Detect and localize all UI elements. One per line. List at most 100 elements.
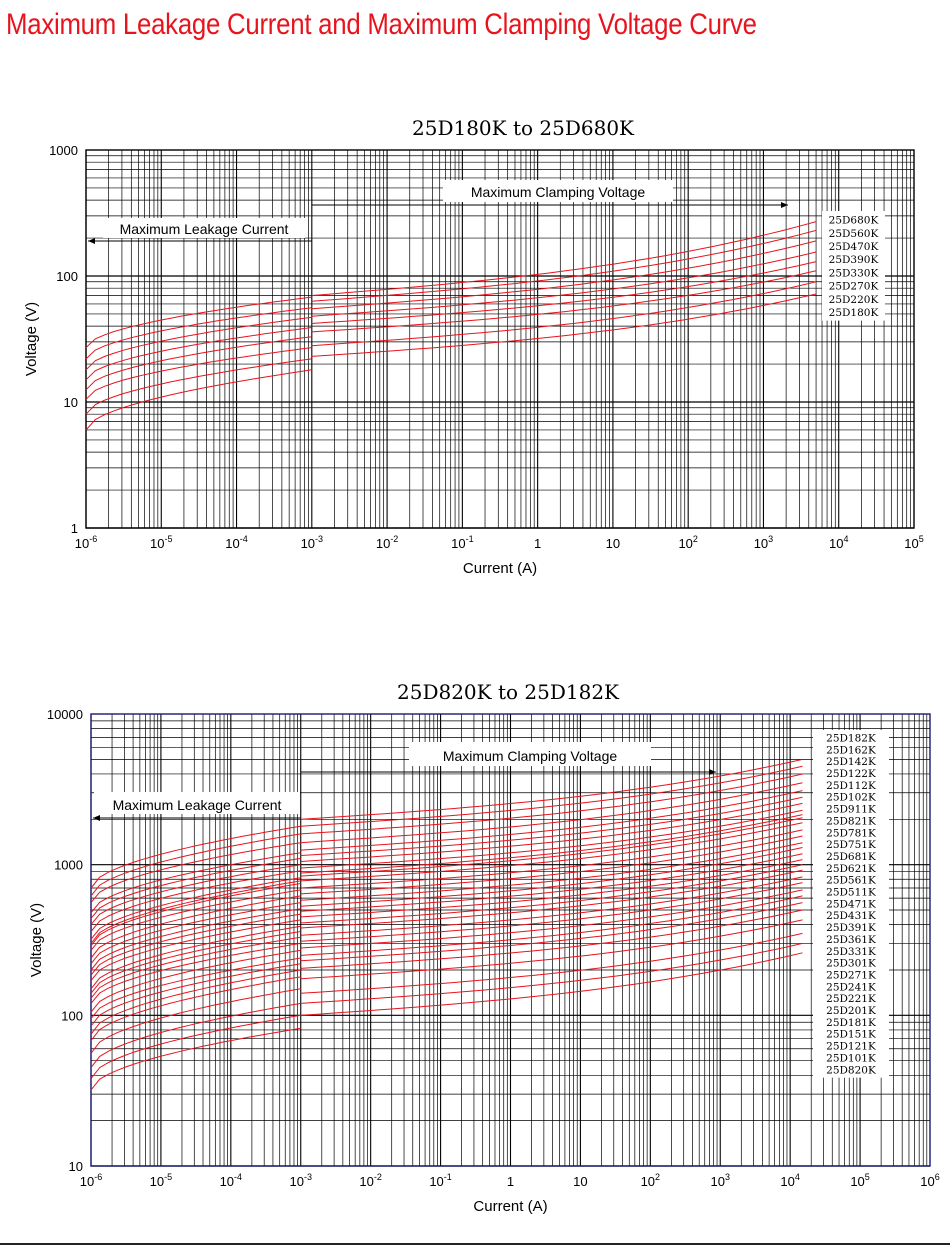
- clamping-curve-25D470K: [311, 240, 817, 310]
- clamping-curve-25D101K: [300, 942, 803, 1004]
- x-tick-label: 10-5: [150, 534, 172, 551]
- legend-entry: 25D270K: [829, 281, 879, 293]
- clamping-curve-25D301K: [300, 876, 803, 936]
- grid: [85, 150, 914, 529]
- leakage-curve-25D511K: [90, 908, 301, 971]
- leakage-curve-25D431K: [90, 919, 301, 981]
- leakage-arrow-head: [88, 238, 95, 244]
- leakage-curve-25D391K: [90, 925, 301, 990]
- clamping-label-bg: [443, 180, 673, 202]
- legend-entry: 25D241K: [826, 981, 876, 993]
- x-tick-label: 10-2: [376, 534, 398, 551]
- clamping-curve-25D471K: [300, 847, 803, 907]
- leakage-curve-25D390K: [85, 327, 312, 381]
- clamping-curve-25D112K: [300, 790, 803, 851]
- leakage-curve-25D241K: [90, 957, 301, 1020]
- legend-entry: 25D621K: [826, 863, 876, 875]
- clamping-curve-25D220K: [311, 281, 817, 347]
- legend-entry: 25D151K: [826, 1029, 876, 1041]
- leakage-curve-25D102K: [90, 864, 301, 925]
- clamping-curve-25D181K: [300, 909, 803, 969]
- legend-entry: 25D561K: [826, 875, 876, 887]
- leakage-curve-25D180K: [85, 369, 312, 431]
- leakage-curve-25D271K: [90, 949, 301, 1013]
- y-tick-label: 10000: [47, 707, 83, 722]
- leakage-label: Maximum Leakage Current: [113, 797, 282, 813]
- clamping-curve-25D241K: [300, 889, 803, 949]
- clamping-curve-25D122K: [300, 782, 803, 844]
- legend-entry: 25D121K: [826, 1041, 876, 1053]
- leakage-curve-25D331K: [90, 936, 301, 999]
- x-tick-label: 10-6: [75, 534, 97, 551]
- clamping-curve-25D271K: [300, 882, 803, 942]
- clamping-curve-25D270K: [311, 270, 817, 333]
- y-tick-label: 1: [71, 521, 78, 536]
- x-tick-label: 1: [507, 1174, 514, 1189]
- clamping-curve-25D142K: [300, 773, 803, 835]
- clamping-curve-25D561K: [300, 835, 803, 895]
- leakage-curve-25D220K: [85, 358, 312, 415]
- leakage-curve-25D181K: [90, 976, 301, 1041]
- legend: 25D182K25D162K25D142K25D122K25D112K25D10…: [813, 730, 889, 1078]
- legend-entry: 25D142K: [826, 756, 876, 768]
- x-tick-label: 10: [606, 536, 620, 551]
- y-axis-label: Voltage (V): [28, 903, 45, 977]
- clamping-arrow-head: [781, 202, 788, 208]
- clamping-curve-25D102K: [300, 796, 803, 856]
- leakage-curve-25D122K: [90, 852, 301, 914]
- legend-entry: 25D301K: [826, 958, 876, 970]
- leakage-curve-25D162K: [90, 833, 301, 897]
- legend-entry: 25D330K: [829, 267, 879, 279]
- x-axis-label: Current (A): [473, 1198, 547, 1215]
- x-tick-label: 10-3: [290, 1172, 312, 1189]
- legend-entry: 25D220K: [829, 294, 879, 306]
- plot-frame: [85, 149, 915, 529]
- leakage-curve-25D270K: [85, 347, 312, 400]
- x-tick-label: 10-4: [220, 1172, 242, 1189]
- y-tick-label: 10: [64, 395, 78, 410]
- x-tick-label: 10-3: [301, 534, 323, 551]
- leakage-curve-25D182K: [90, 825, 301, 889]
- x-tick-label: 10-6: [80, 1172, 102, 1189]
- legend-entry: 25D470K: [829, 241, 879, 253]
- legend-entry: 25D431K: [826, 910, 876, 922]
- clamping-curve-25D182K: [300, 758, 803, 820]
- legend-entry: 25D911K: [826, 804, 876, 816]
- x-tick-label: 105: [904, 534, 923, 551]
- legend-entry: 25D680K: [829, 215, 879, 227]
- leakage-label-bg: [94, 792, 300, 814]
- leakage-curve-25D820K: [90, 1027, 301, 1091]
- clamping-curve-25D121K: [300, 932, 803, 994]
- legend-entry: 25D560K: [829, 228, 879, 240]
- x-tick-label: 104: [829, 534, 848, 551]
- leakage-curve-25D680K: [85, 296, 312, 348]
- leakage-curve-25D101K: [90, 1014, 301, 1079]
- legend-entry: 25D391K: [826, 922, 876, 934]
- leakage-curve-25D221K: [90, 963, 301, 1027]
- legend-entry: 25D821K: [826, 815, 876, 827]
- leakage-curve-25D151K: [90, 988, 301, 1054]
- legend-box: [813, 730, 889, 1078]
- legend-entry: 25D511K: [826, 887, 876, 899]
- leakage-curve-25D471K: [90, 913, 301, 976]
- leakage-curve-25D112K: [90, 857, 301, 919]
- legend-entry: 25D781K: [826, 827, 876, 839]
- clamping-curve-25D681K: [300, 822, 803, 882]
- legend-entry: 25D122K: [826, 768, 876, 780]
- y-tick-label: 10: [69, 1159, 83, 1174]
- x-tick-label: 102: [678, 534, 697, 551]
- leakage-curve-25D751K: [90, 883, 301, 947]
- clamping-curve-25D820K: [300, 952, 803, 1016]
- leakage-curve-25D560K: [85, 307, 312, 360]
- leakage-curve-25D911K: [90, 870, 301, 932]
- legend-box: [822, 211, 885, 321]
- leakage-curve-25D821K: [90, 877, 301, 940]
- legend-entry: 25D102K: [826, 792, 876, 804]
- legend-entry: 25D751K: [826, 839, 876, 851]
- leakage-curve-25D621K: [90, 895, 301, 959]
- legend-entry: 25D390K: [829, 254, 879, 266]
- x-tick-label: 105: [850, 1172, 869, 1189]
